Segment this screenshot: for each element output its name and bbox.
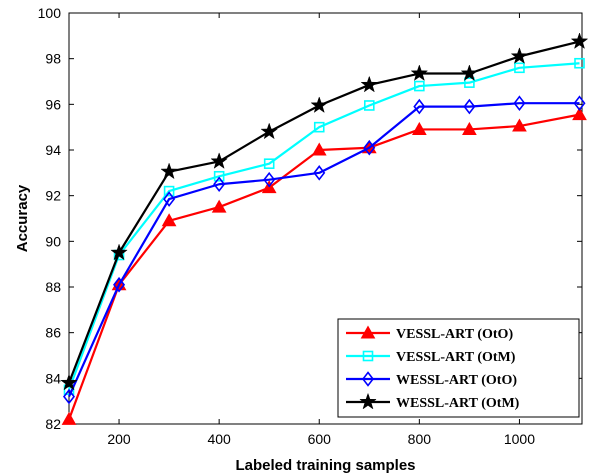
- y-axis-label: Accuracy: [14, 184, 31, 252]
- y-tick-label: 88: [45, 279, 61, 295]
- data-point: [61, 411, 77, 425]
- data-point: [413, 98, 426, 115]
- legend-label: WESSL-ART (OtO): [396, 373, 517, 388]
- series-layer: [60, 32, 589, 425]
- y-tick-label: 82: [45, 416, 61, 432]
- data-point: [464, 77, 475, 88]
- data-point: [310, 96, 329, 113]
- data-point: [411, 121, 427, 135]
- x-axis-label: Labeled training samples: [235, 457, 415, 474]
- legend-marker: [362, 350, 374, 362]
- legend-item: VESSL-ART (OtM): [346, 350, 516, 365]
- data-point: [462, 121, 477, 135]
- data-point: [463, 98, 476, 115]
- data-point: [263, 171, 276, 188]
- data-point: [163, 185, 175, 197]
- data-point: [510, 47, 529, 64]
- data-point: [570, 32, 589, 50]
- data-point: [573, 95, 586, 112]
- legend-label: WESSL-ART (OtM): [396, 396, 520, 411]
- x-tick-label: 400: [207, 431, 231, 447]
- data-point: [512, 118, 527, 132]
- x-tick-label: 200: [107, 431, 131, 447]
- data-point: [210, 152, 228, 169]
- data-point: [414, 80, 425, 92]
- data-point: [110, 243, 128, 261]
- legend: VESSL-ART (OtO) VESSL-ART (OtM) WESSL-ART …: [337, 318, 580, 418]
- y-tick-label: 84: [45, 370, 61, 386]
- data-point: [62, 388, 76, 405]
- data-point: [60, 373, 78, 391]
- data-point: [260, 122, 279, 140]
- series-line: [67, 102, 580, 398]
- data-point: [360, 75, 379, 93]
- data-point: [263, 158, 275, 169]
- legend-marker: [360, 325, 376, 339]
- data-point: [513, 95, 526, 112]
- data-point: [211, 199, 227, 213]
- data-point: [363, 139, 376, 156]
- y-tick-label: 94: [45, 142, 61, 158]
- data-point: [213, 170, 225, 182]
- legend-box: [337, 318, 580, 418]
- data-point: [574, 57, 585, 69]
- data-point: [311, 142, 327, 156]
- data-point: [113, 276, 126, 293]
- legend-item: WESSL-ART (OtM): [346, 392, 520, 411]
- data-point: [410, 64, 429, 81]
- y-tick-label: 90: [45, 233, 61, 249]
- y-tick-label: 98: [45, 51, 61, 67]
- legend-label: VESSL-ART (OtO): [396, 327, 513, 342]
- x-tick-label: 1000: [504, 431, 535, 447]
- legend-label: VESSL-ART (OtM): [396, 350, 516, 365]
- x-tick-label: 600: [308, 431, 332, 447]
- x-tick-label: 800: [408, 431, 432, 447]
- series-3: [62, 95, 586, 405]
- data-point: [313, 165, 326, 181]
- legend-marker: [359, 392, 377, 410]
- legend-marker: [361, 371, 375, 387]
- series-line: [67, 62, 580, 391]
- data-point: [163, 191, 176, 207]
- data-point: [363, 100, 375, 111]
- axis-ticks: 200 400 600 800 1000 82 84 86 88 90 92 94 96 98 100: [38, 5, 582, 447]
- legend-item: VESSL-ART (OtO): [346, 325, 513, 342]
- data-point: [213, 176, 226, 193]
- data-point: [514, 62, 525, 74]
- data-point: [313, 121, 325, 133]
- y-tick-label: 100: [38, 5, 62, 21]
- data-point: [160, 162, 178, 180]
- y-tick-label: 92: [45, 188, 61, 204]
- data-point: [460, 64, 479, 81]
- series-4: [60, 32, 589, 391]
- y-tick-label: 86: [45, 325, 61, 341]
- legend-item: WESSL-ART (OtO): [346, 371, 517, 388]
- data-point: [161, 213, 177, 227]
- data-point: [572, 107, 587, 121]
- y-tick-label: 96: [45, 96, 61, 112]
